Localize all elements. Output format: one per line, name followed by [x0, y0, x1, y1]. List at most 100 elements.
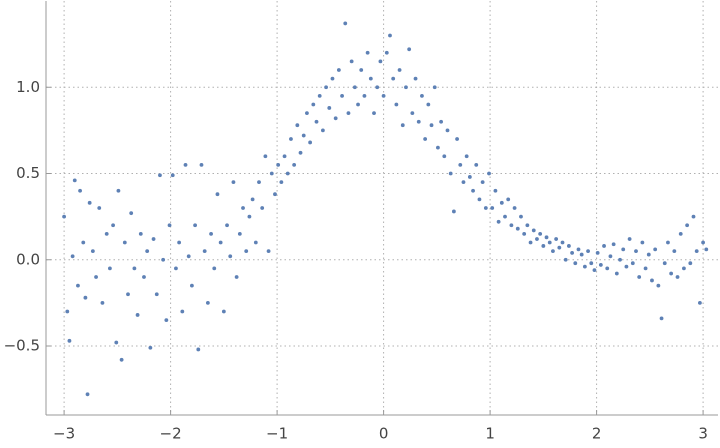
point	[477, 197, 482, 202]
point	[375, 85, 380, 90]
point	[196, 347, 201, 352]
point	[384, 50, 389, 55]
point	[346, 111, 351, 116]
point	[378, 59, 383, 64]
point	[701, 240, 705, 245]
point	[426, 102, 431, 107]
x-tick-label: 1	[485, 425, 495, 443]
point	[114, 340, 119, 345]
point	[640, 240, 645, 245]
point	[528, 240, 533, 245]
point	[70, 254, 75, 259]
point	[512, 206, 517, 210]
point	[317, 93, 322, 98]
point	[324, 85, 328, 90]
point	[423, 137, 428, 141]
point	[432, 85, 437, 90]
point	[333, 116, 338, 121]
point	[122, 240, 127, 245]
point	[167, 223, 172, 228]
point	[464, 154, 469, 159]
y-tick-label: 1.0	[16, 78, 40, 96]
point	[266, 249, 271, 254]
point	[78, 188, 82, 193]
point	[186, 254, 191, 259]
point	[305, 111, 309, 116]
point	[598, 263, 603, 267]
point	[538, 231, 543, 236]
point	[119, 357, 124, 362]
point	[177, 240, 182, 245]
point	[215, 192, 220, 197]
point	[602, 244, 606, 248]
point	[400, 123, 405, 128]
point	[429, 123, 434, 128]
point	[675, 275, 680, 279]
point	[72, 178, 77, 183]
point	[509, 223, 514, 228]
point	[362, 93, 367, 98]
point	[394, 102, 399, 107]
point	[228, 254, 233, 259]
point	[436, 145, 440, 150]
point	[183, 162, 188, 167]
point	[567, 244, 571, 248]
point	[410, 111, 415, 116]
point	[688, 261, 693, 266]
point	[83, 295, 88, 300]
point	[107, 266, 112, 271]
x-tick-label: 2	[592, 425, 602, 443]
point	[637, 275, 642, 279]
point	[467, 175, 472, 179]
point	[76, 283, 80, 288]
point	[234, 275, 239, 279]
point	[672, 249, 677, 254]
point	[282, 154, 287, 159]
point	[308, 140, 313, 145]
point	[260, 206, 265, 210]
point	[576, 247, 581, 252]
point	[535, 237, 539, 241]
point	[218, 240, 223, 245]
point	[199, 162, 204, 167]
point	[416, 119, 421, 124]
point	[455, 137, 459, 141]
point	[544, 235, 549, 240]
point	[212, 266, 217, 271]
point	[154, 292, 159, 297]
point	[560, 240, 565, 245]
point	[630, 261, 635, 266]
point	[142, 275, 146, 279]
y-tick-label: 0.0	[16, 250, 40, 268]
point	[349, 59, 354, 64]
y-tick-label: −0.5	[4, 337, 40, 355]
point	[704, 247, 709, 252]
point	[359, 68, 364, 72]
point	[273, 192, 277, 197]
point	[573, 261, 578, 266]
point	[343, 21, 348, 26]
point	[451, 209, 456, 214]
point	[611, 242, 616, 247]
point	[519, 214, 523, 219]
point	[547, 240, 552, 245]
point	[643, 266, 648, 271]
point	[87, 200, 92, 205]
point	[563, 257, 568, 262]
point	[697, 300, 702, 305]
point	[158, 173, 162, 178]
point	[241, 206, 245, 210]
point	[129, 211, 134, 216]
point	[221, 309, 226, 314]
point	[330, 76, 335, 81]
point	[503, 214, 507, 219]
x-tick-label: −1	[266, 425, 288, 443]
point	[253, 240, 258, 245]
point	[205, 300, 210, 305]
point	[605, 266, 610, 271]
x-tick-label: 3	[698, 425, 708, 443]
point	[592, 268, 597, 272]
point	[100, 300, 105, 305]
point	[471, 188, 475, 193]
point	[685, 223, 690, 228]
